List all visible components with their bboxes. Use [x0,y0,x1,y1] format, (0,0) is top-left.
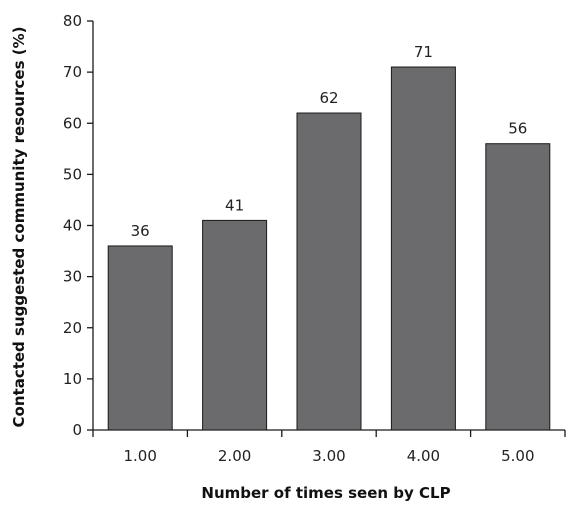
x-tick-label: 5.00 [501,447,534,465]
y-tick-label: 0 [72,421,82,439]
y-axis: 0 10 20 30 40 50 60 70 80 [63,12,94,439]
x-axis-title: Number of times seen by CLP [201,484,450,502]
x-axis: 1.00 2.00 3.00 4.00 5.00 [92,429,566,465]
bar-2.00 [202,219,268,431]
data-label: 41 [225,196,244,214]
x-tick-label: 1.00 [123,447,156,465]
data-label: 62 [319,89,338,107]
y-tick-label: 50 [63,165,82,183]
y-tick-label: 60 [63,114,82,132]
x-tick-label: 4.00 [407,447,440,465]
y-axis-title: Contacted suggested community resources … [10,27,28,428]
y-tick-label: 70 [63,63,82,81]
y-tick-label: 40 [63,217,82,235]
y-tick-label: 30 [63,268,82,286]
x-tick-label: 2.00 [218,447,251,465]
bar-3.00 [296,112,362,431]
y-tick-label: 80 [63,12,82,30]
data-label: 56 [508,120,527,138]
data-label: 71 [414,43,433,61]
data-label: 36 [131,222,150,240]
x-tick-label: 3.00 [312,447,345,465]
y-tick-label: 10 [63,370,82,388]
y-tick-label: 20 [63,319,82,337]
bar-1.00 [107,245,173,431]
bar-5.00 [485,143,551,431]
bars [107,66,551,431]
bar-4.00 [390,66,456,431]
data-labels: 36 41 62 71 56 [131,43,528,240]
